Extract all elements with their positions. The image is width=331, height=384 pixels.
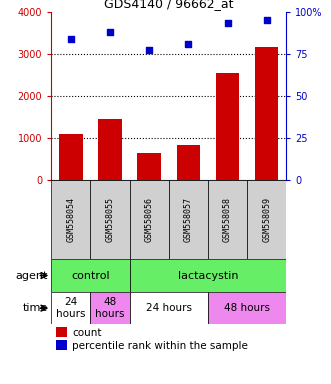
Bar [59,134,83,180]
Bar [255,47,278,180]
Bar [51,180,90,259]
Point [264,17,269,23]
Text: agent: agent [16,270,48,281]
Bar [137,153,161,180]
Text: count: count [72,328,102,338]
Bar [98,119,122,180]
Point [225,20,230,26]
Point [147,47,152,53]
Point [107,29,113,35]
Text: lactacystin: lactacystin [178,270,238,281]
Bar [247,180,286,259]
Text: GSM558054: GSM558054 [67,197,75,242]
Bar [208,292,286,324]
Point [186,41,191,47]
Text: GSM558056: GSM558056 [145,197,154,242]
Text: GSM558057: GSM558057 [184,197,193,242]
Text: GSM558055: GSM558055 [106,197,115,242]
Bar [208,180,247,259]
Bar [130,292,208,324]
Bar [216,73,239,180]
Bar [56,340,67,350]
Point [68,35,73,41]
Bar [51,259,130,292]
Bar [51,292,90,324]
Text: GSM558059: GSM558059 [262,197,271,242]
Bar [130,259,286,292]
Bar [169,180,208,259]
Bar [90,292,130,324]
Text: control: control [71,270,110,281]
Text: 48 hours: 48 hours [224,303,270,313]
Text: GSM558058: GSM558058 [223,197,232,242]
Text: 24
hours: 24 hours [56,297,86,319]
Text: time: time [23,303,48,313]
Bar [177,145,200,180]
Text: 48
hours: 48 hours [95,297,125,319]
Title: GDS4140 / 96662_at: GDS4140 / 96662_at [104,0,234,10]
Bar [130,180,169,259]
Text: 24 hours: 24 hours [146,303,192,313]
Bar [56,327,67,338]
Text: percentile rank within the sample: percentile rank within the sample [72,341,248,351]
Bar [90,180,130,259]
